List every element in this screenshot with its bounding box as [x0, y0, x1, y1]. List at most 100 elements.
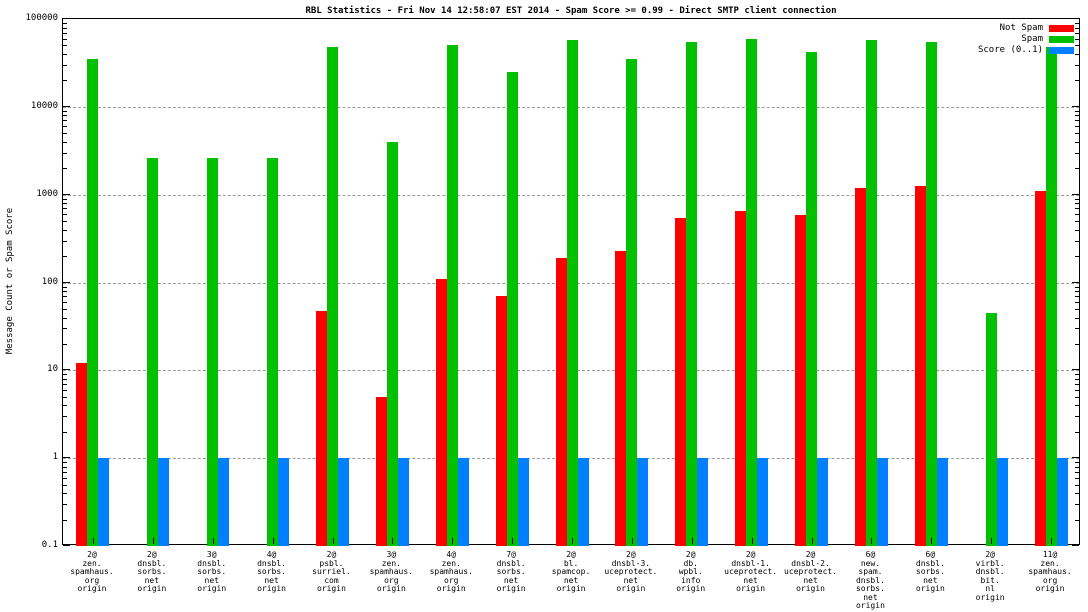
bar-score-0-1--5 — [397, 458, 409, 546]
bar-score-0-1--12 — [817, 458, 828, 546]
y-major-tick — [63, 193, 70, 195]
y-minor-tick — [1075, 221, 1079, 223]
y-minor-tick — [1075, 120, 1079, 122]
y-minor-tick — [63, 519, 67, 521]
bar-not-spam-6 — [435, 278, 447, 546]
bar-score-0-1--7 — [517, 458, 529, 546]
legend-item: Not Spam — [978, 23, 1074, 33]
y-tick-label: 100000 — [25, 13, 58, 23]
y-major-tick — [1072, 369, 1079, 371]
y-minor-tick — [63, 302, 67, 303]
bar-spam-15 — [985, 313, 997, 546]
y-minor-tick — [1075, 374, 1079, 376]
bar-spam-1 — [147, 158, 159, 546]
bar-spam-11 — [746, 38, 758, 546]
y-minor-tick — [1075, 317, 1079, 319]
bar-spam-8 — [566, 39, 578, 546]
y-minor-tick — [1075, 32, 1079, 34]
y-minor-tick — [63, 126, 67, 128]
bar-score-0-1--11 — [757, 458, 769, 546]
y-major-tick — [1072, 545, 1079, 546]
x-tick — [1051, 538, 1053, 544]
y-tick-label: 1 — [52, 452, 58, 463]
y-major-tick — [63, 457, 70, 459]
bar-score-0-1--6 — [457, 458, 469, 546]
y-minor-tick — [1075, 431, 1079, 433]
y-minor-tick — [63, 54, 67, 55]
y-minor-tick — [63, 286, 67, 288]
y-minor-tick — [63, 141, 67, 143]
x-category-label: 2@ psbl. surriel. com origin — [312, 550, 351, 593]
legend-swatch — [1049, 35, 1074, 43]
y-minor-tick — [1075, 54, 1079, 55]
y-minor-tick — [63, 383, 67, 385]
y-major-tick — [63, 369, 70, 371]
x-tick — [452, 538, 454, 544]
y-minor-tick — [1075, 27, 1079, 29]
plot-area — [62, 18, 1080, 546]
bar-not-spam-9 — [615, 250, 627, 546]
y-minor-tick — [1075, 396, 1079, 398]
y-minor-tick — [63, 198, 67, 200]
y-minor-tick — [1075, 504, 1079, 506]
x-category-label: 7@ dnsbl. sorbs. net origin — [496, 550, 526, 593]
y-minor-tick — [63, 328, 67, 330]
bar-score-0-1--4 — [338, 458, 349, 546]
y-minor-tick — [63, 378, 67, 380]
y-minor-tick — [63, 317, 67, 319]
y-minor-tick — [1075, 328, 1079, 330]
y-minor-tick — [63, 416, 67, 418]
x-tick — [392, 538, 394, 544]
y-minor-tick — [63, 214, 67, 216]
x-tick — [991, 538, 993, 544]
legend-label: Spam — [1021, 34, 1043, 44]
bar-score-0-1--3 — [278, 458, 290, 546]
bar-not-spam-7 — [495, 296, 507, 546]
y-minor-tick — [1075, 208, 1079, 210]
y-minor-tick — [1075, 23, 1079, 24]
x-category-label: 3@ dnsbl. sorbs. net origin — [197, 550, 227, 593]
x-category-label: 2@ virbl. dnsbl. bit. nl origin — [975, 550, 1005, 602]
bar-score-0-1--1 — [158, 458, 170, 546]
y-minor-tick — [63, 152, 67, 154]
x-category-label: 6@ dnsbl. sorbs. net origin — [915, 550, 945, 593]
y-minor-tick — [1075, 471, 1079, 473]
bar-spam-14 — [925, 41, 937, 546]
x-tick — [212, 538, 214, 544]
y-minor-tick — [1075, 45, 1079, 47]
x-tick — [152, 538, 154, 544]
y-minor-tick — [63, 32, 67, 34]
y-minor-tick — [63, 389, 67, 391]
x-tick — [572, 538, 573, 544]
bar-score-0-1--15 — [996, 458, 1008, 546]
x-category-label: 2@ dnsbl. sorbs. net origin — [137, 550, 167, 593]
y-minor-tick — [63, 80, 67, 82]
y-minor-tick — [63, 133, 67, 135]
y-minor-tick — [63, 431, 67, 433]
y-minor-tick — [1075, 198, 1079, 200]
y-tick-label: 1000 — [36, 188, 58, 199]
y-major-tick — [1072, 457, 1079, 459]
y-minor-tick — [63, 396, 67, 398]
y-minor-tick — [1075, 133, 1079, 135]
y-minor-tick — [1075, 291, 1079, 292]
y-minor-tick — [63, 296, 67, 298]
x-tick — [512, 538, 514, 544]
y-minor-tick — [1075, 462, 1079, 464]
y-minor-tick — [63, 343, 67, 345]
bar-spam-0 — [87, 59, 99, 546]
y-minor-tick — [63, 208, 67, 210]
x-category-label: 2@ dnsbl-2. uceprotect. net origin — [784, 550, 838, 593]
y-minor-tick — [1075, 152, 1079, 154]
y-major-tick — [63, 105, 70, 107]
legend-label: Score (0..1) — [977, 45, 1043, 55]
legend-item: Score (0..1) — [977, 45, 1074, 55]
y-minor-tick — [63, 493, 67, 495]
x-tick — [272, 538, 274, 544]
y-major-tick — [1072, 281, 1079, 283]
bar-not-spam-11 — [735, 211, 747, 546]
x-category-label: 2@ dnsbl-1. uceprotect. net origin — [724, 550, 778, 593]
y-major-tick — [63, 18, 70, 19]
y-minor-tick — [1075, 214, 1079, 216]
